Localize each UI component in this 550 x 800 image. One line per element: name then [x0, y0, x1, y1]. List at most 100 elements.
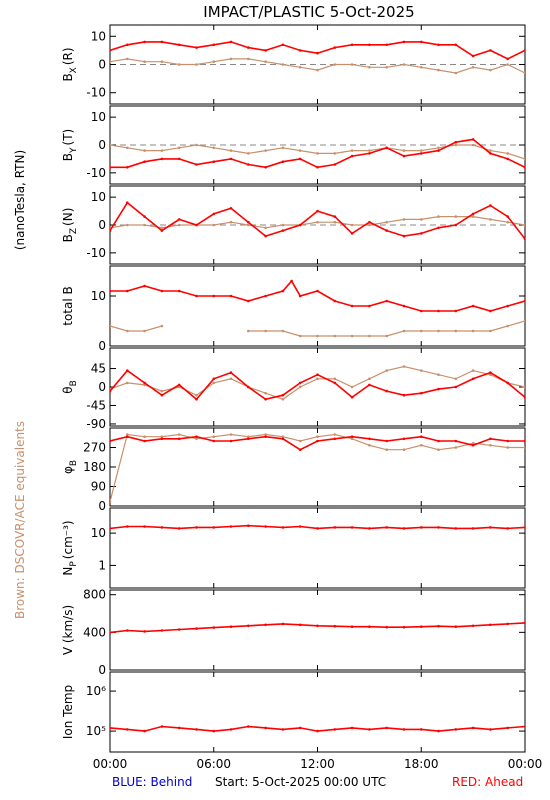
data-point-brown	[298, 66, 302, 69]
data-point-brown	[316, 435, 319, 439]
data-point-ahead	[333, 728, 337, 731]
data-point-brown	[298, 334, 302, 338]
y-tick-label: 45	[91, 362, 106, 376]
data-point-brown	[437, 146, 440, 150]
y-tick-label: 0	[98, 499, 106, 513]
data-point-ahead	[471, 377, 475, 381]
data-point-ahead	[454, 223, 458, 227]
y-axis-label-sub: Y	[69, 147, 79, 154]
data-point-ahead	[177, 527, 181, 530]
data-point-ahead	[471, 624, 475, 628]
data-point-brown	[229, 220, 233, 224]
data-point-ahead	[350, 435, 354, 439]
data-point-ahead	[454, 527, 458, 530]
data-point-ahead	[420, 152, 423, 155]
data-point-ahead	[281, 160, 285, 163]
data-point-ahead	[298, 623, 302, 627]
panel-bt: 10 0 total B	[61, 265, 526, 353]
data-point-ahead	[402, 728, 406, 731]
data-point-brown	[143, 329, 146, 333]
data-point-brown	[247, 435, 250, 439]
data-point-ahead	[506, 622, 510, 626]
y-axis-label: Ion Temp	[61, 685, 75, 739]
data-point-brown	[160, 149, 164, 152]
data-point-ahead	[177, 437, 181, 441]
data-point-ahead	[126, 525, 129, 528]
data-point-ahead	[420, 526, 423, 529]
data-point-brown	[316, 68, 319, 72]
data-point-ahead	[160, 629, 164, 632]
x-tick-label: 00:00	[93, 757, 128, 771]
data-point-ahead	[110, 229, 112, 232]
data-point-ahead	[471, 444, 475, 447]
y-axis-label-main: N	[61, 567, 75, 576]
data-point-ahead	[212, 160, 216, 163]
data-point-ahead	[298, 157, 302, 161]
data-point-ahead	[420, 391, 423, 395]
y-tick-label: 0	[98, 663, 106, 677]
data-point-ahead	[333, 526, 337, 529]
data-point-ahead	[264, 398, 267, 401]
data-point-ahead	[316, 209, 319, 213]
data-point-ahead	[160, 437, 164, 441]
data-point-ahead	[264, 623, 267, 627]
y-axis-label-main: φ	[61, 466, 75, 474]
y-tick-label: 270	[83, 441, 106, 455]
data-point-brown	[143, 435, 146, 439]
data-point-ahead	[281, 526, 285, 529]
data-point-brown	[420, 444, 423, 447]
data-point-ahead	[229, 625, 233, 628]
y-tick-label: 90	[91, 480, 106, 494]
data-point-ahead	[506, 527, 510, 530]
data-point-ahead	[402, 625, 406, 629]
data-point-ahead	[177, 43, 181, 47]
data-point-brown	[281, 398, 285, 401]
data-point-brown	[471, 143, 475, 147]
data-point-ahead	[368, 304, 371, 308]
data-point-ahead	[298, 525, 302, 528]
data-point-ahead	[247, 46, 250, 49]
data-point-ahead	[402, 234, 406, 238]
data-point-ahead	[126, 369, 129, 372]
data-point-brown	[212, 60, 216, 63]
data-point-brown	[316, 152, 319, 155]
data-point-brown	[454, 143, 458, 147]
data-point-ahead	[143, 40, 146, 44]
data-point-ahead	[316, 729, 319, 733]
y-tick-label: -10	[86, 166, 106, 180]
data-point-brown	[212, 435, 216, 439]
y-tick-label: 800	[83, 588, 106, 602]
data-point-brown	[333, 220, 337, 224]
data-point-ahead	[110, 289, 112, 293]
data-point-brown	[177, 223, 181, 227]
data-point-brown	[195, 437, 198, 441]
data-point-ahead	[316, 439, 319, 443]
y-axis-label-sub: B	[69, 460, 79, 466]
data-point-ahead	[316, 289, 319, 293]
data-point-ahead	[333, 46, 337, 49]
y-axis-label-main: B	[61, 234, 75, 242]
data-point-ahead	[195, 728, 198, 731]
data-point-ahead	[195, 163, 198, 166]
data-point-ahead	[437, 624, 440, 628]
data-point-ahead	[454, 43, 458, 47]
data-point-brown	[350, 385, 354, 389]
data-point-ahead	[110, 726, 112, 730]
data-point-brown	[368, 66, 371, 69]
data-point-brown	[506, 152, 510, 155]
x-axis-labels: 00:00 06:00 12:00 18:00 00:00	[93, 757, 543, 771]
y-axis-label-main: V (km/s)	[61, 605, 75, 655]
panel-frame	[109, 265, 526, 347]
data-point-ahead	[350, 154, 354, 158]
data-point-ahead	[523, 621, 525, 625]
data-point-ahead	[523, 237, 525, 241]
series-line-brown	[110, 144, 525, 160]
data-point-brown	[420, 149, 423, 152]
y-axis-label: θB	[61, 380, 79, 394]
y-tick-label: 10⁶	[86, 684, 106, 698]
data-point-brown	[229, 377, 233, 381]
data-point-ahead	[212, 377, 216, 381]
series-line-ahead	[110, 622, 525, 634]
data-point-ahead	[212, 729, 216, 733]
data-point-ahead	[437, 309, 440, 313]
